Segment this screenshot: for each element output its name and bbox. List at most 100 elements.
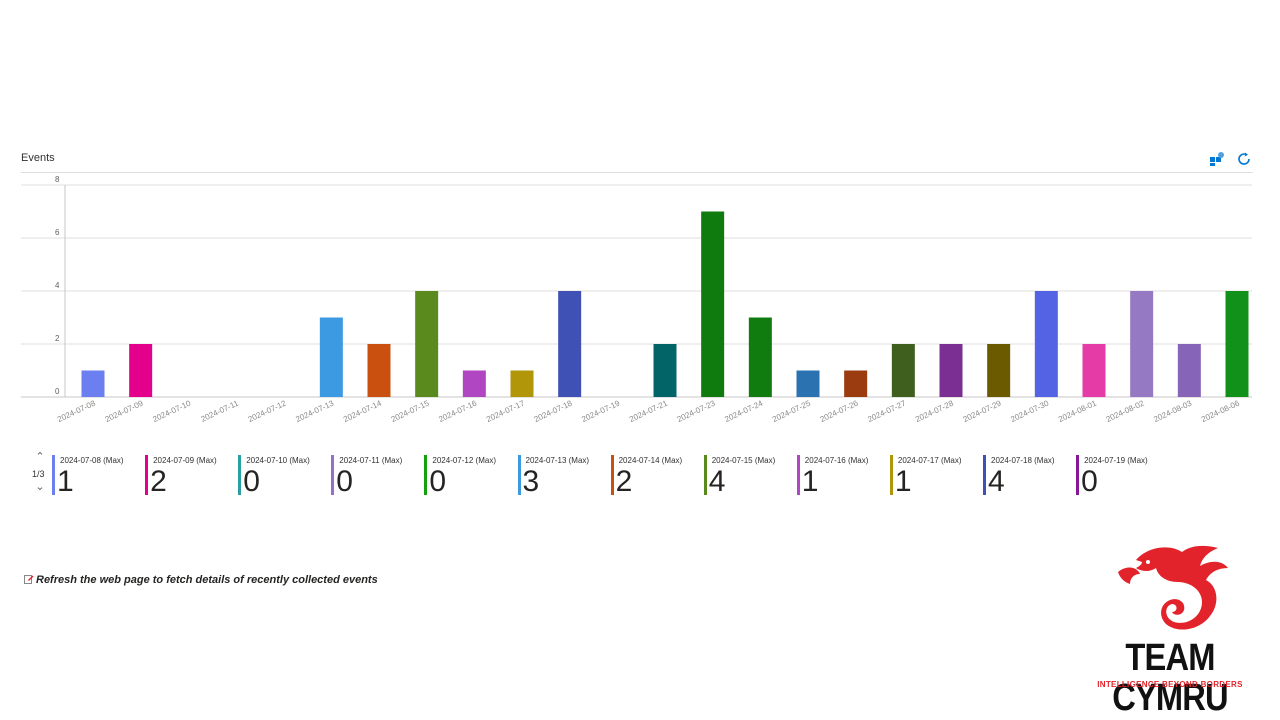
legend-color-swatch [238,455,242,495]
legend-value: 4 [708,465,726,498]
legend-label: 2024-07-11 (Max) [339,456,403,465]
x-tick-label: 2024-07-15 [390,398,431,424]
bar[interactable] [701,211,725,398]
bar[interactable] [319,317,343,398]
refresh-note-text: Refresh the web page to fetch details of… [36,574,378,586]
x-tick-label: 2024-07-27 [866,398,907,424]
bar[interactable] [748,317,772,398]
chevron-down-icon[interactable]: ⌄ [35,481,45,493]
bar[interactable] [1130,291,1154,397]
y-tick-label: 0 [55,387,60,396]
pin-to-dashboard-icon[interactable] [1209,151,1225,167]
legend-color-swatch [703,455,707,495]
y-tick-label: 6 [55,228,60,237]
x-tick-label: 2024-07-24 [723,398,764,424]
panel-title: Events [21,152,55,164]
legend-label: 2024-07-13 (Max) [525,456,590,465]
team-cymru-logo: TEAM CYMRU INTELLIGENCE BEYOND BORDERS [1078,542,1262,718]
legend-color-swatch [52,455,55,495]
legend-value: 1 [57,465,74,498]
legend-label: 2024-07-14 (Max) [618,456,683,465]
bar[interactable] [653,344,677,397]
x-tick-label: 2024-07-13 [294,398,335,424]
legend-value: 1 [894,465,912,498]
bar[interactable] [129,344,153,397]
x-tick-label: 2024-07-29 [962,398,1003,424]
legend-color-swatch [424,455,428,495]
y-tick-label: 2 [55,334,60,343]
legend-label: 2024-07-15 (Max) [711,456,776,465]
legend-value: 3 [522,465,540,498]
x-tick-label: 2024-07-30 [1009,398,1050,424]
y-tick-label: 4 [55,281,60,290]
x-tick-label: 2024-07-26 [819,398,860,424]
brand-wordmark: TEAM CYMRU [1112,637,1228,719]
legend-value: 2 [615,465,633,498]
legend-value: 1 [801,465,819,498]
legend-label: 2024-07-08 (Max) [60,456,124,465]
legend-color-swatch [796,455,800,495]
legend-label: 2024-07-10 (Max) [246,456,310,465]
bar[interactable] [987,344,1011,397]
bar[interactable] [796,370,820,398]
x-tick-label: 2024-08-01 [1057,398,1098,424]
legend-pager: ⌃ 1/3 ⌄ [30,452,52,496]
x-tick-label: 2024-07-09 [104,398,145,424]
legend-label: 2024-07-17 (Max) [897,456,962,465]
x-tick-label: 2024-07-16 [437,398,478,424]
bar[interactable] [558,291,582,397]
edit-note-icon [24,575,34,584]
refresh-icon[interactable] [1236,151,1252,167]
legend-label: 2024-07-12 (Max) [432,456,496,465]
legend-color-swatch [1076,455,1080,495]
x-tick-label: 2024-07-17 [485,398,526,424]
x-tick-label: 2024-07-21 [628,398,669,424]
bar[interactable] [1082,344,1106,397]
chevron-up-icon[interactable]: ⌃ [35,451,45,463]
bar[interactable] [939,344,963,397]
legend-value: 0 [1081,465,1098,498]
x-tick-label: 2024-08-06 [1200,398,1241,424]
legend-color-swatch [331,455,335,495]
x-tick-label: 2024-07-14 [342,398,383,424]
bar[interactable] [1177,344,1201,397]
bar[interactable] [81,370,105,398]
legend-color-swatch [889,455,893,495]
x-tick-label: 2024-08-02 [1105,398,1146,424]
x-tick-label: 2024-07-25 [771,398,812,424]
legend-label: 2024-07-09 (Max) [153,456,217,465]
x-tick-label: 2024-07-10 [151,398,192,424]
brand-tagline: INTELLIGENCE BEYOND BORDERS [1097,680,1243,689]
legend-page-indicator: 1/3 [32,469,45,479]
bar-chart: 0 2 4 6 8 2024-07-08 2024-07-09 2024-07-10 2024-… [21,175,1252,424]
legend-value: 0 [243,465,260,498]
dragon-emblem-icon [1118,545,1228,630]
bar[interactable] [462,370,486,398]
bar[interactable] [1225,291,1249,397]
refresh-note: Refresh the web page to fetch details of… [24,574,378,586]
legend-value: 4 [988,465,1005,498]
y-tick-label: 8 [55,175,60,184]
bar[interactable] [367,344,391,397]
x-tick-label: 2024-07-18 [533,398,574,424]
legend-value: 2 [150,465,167,498]
legend-label: 2024-07-16 (Max) [804,456,869,465]
legend-value: 0 [336,465,353,498]
x-tick-label: 2024-07-12 [247,398,288,424]
bar[interactable] [844,370,868,398]
legend-color-swatch [517,455,521,495]
panel-divider [21,172,1253,173]
x-tick-label: 2024-07-11 [199,398,240,423]
legend-value: 0 [429,465,447,498]
x-tick-label: 2024-07-28 [914,398,955,424]
legend-color-swatch [145,455,149,495]
x-tick-label: 2024-07-23 [676,398,717,424]
bar[interactable] [510,370,534,398]
legend-color-swatch [610,455,614,495]
legend-label: 2024-07-18 (Max) [991,456,1055,465]
legend-label: 2024-07-19 (Max) [1084,456,1148,465]
bar[interactable] [891,344,915,397]
bar[interactable] [415,291,439,397]
bar[interactable] [1034,291,1058,397]
x-tick-label: 2024-08-03 [1152,398,1193,424]
